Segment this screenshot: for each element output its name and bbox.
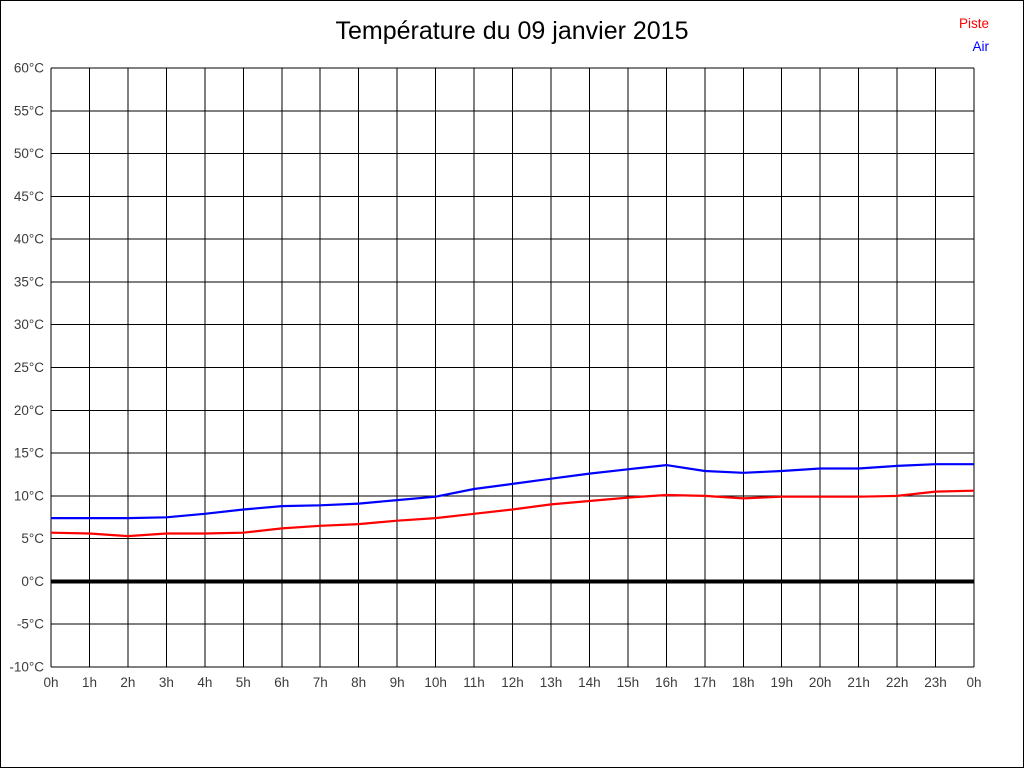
x-tick-label: 17h: [694, 675, 717, 690]
legend-label-piste: Piste: [958, 16, 989, 31]
x-tick-label: 11h: [463, 675, 485, 690]
legend-label-air: Air: [972, 39, 990, 54]
series-line-air: [51, 463, 974, 520]
y-tick-label: 0°C: [21, 574, 44, 589]
x-tick-label: 4h: [197, 675, 212, 690]
y-tick-label: 20°C: [14, 403, 44, 418]
y-tick-label: 5°C: [21, 531, 44, 546]
y-tick-label: 15°C: [14, 446, 44, 461]
y-tick-label: 45°C: [14, 189, 44, 204]
x-tick-label: 19h: [770, 675, 793, 690]
y-tick-label: 30°C: [14, 317, 44, 332]
x-tick-label: 14h: [578, 675, 601, 690]
y-tick-label: 35°C: [14, 274, 44, 289]
x-tick-label: 16h: [655, 675, 678, 690]
y-tick-label: 60°C: [14, 61, 44, 76]
x-tick-label: 1h: [82, 675, 97, 690]
x-tick-label: 8h: [351, 675, 366, 690]
chart-legend: Piste Air: [959, 12, 989, 58]
x-tick-label: 2h: [120, 675, 135, 690]
x-tick-label: 5h: [236, 675, 251, 690]
y-tick-label: -5°C: [17, 617, 44, 632]
y-tick-label: -10°C: [9, 660, 44, 675]
y-tick-label: 10°C: [14, 488, 44, 503]
chart-title: Température du 09 janvier 2015: [335, 17, 689, 45]
y-tick-label: 40°C: [14, 232, 44, 247]
x-tick-label: 13h: [540, 675, 563, 690]
series-line-piste: [50, 489, 975, 538]
x-tick-label: 20h: [809, 675, 832, 690]
x-tick-label: 21h: [847, 675, 870, 690]
y-tick-label: 55°C: [14, 103, 44, 118]
x-tick-label: 10h: [424, 675, 447, 690]
x-tick-label: 15h: [617, 675, 640, 690]
x-tick-label: 23h: [924, 675, 947, 690]
x-tick-label: 9h: [390, 675, 405, 690]
x-tick-label: 18h: [732, 675, 755, 690]
x-tick-label: 0h: [43, 675, 58, 690]
x-tick-label: 7h: [313, 675, 328, 690]
x-tick-label: 0h: [966, 675, 981, 690]
x-tick-label: 12h: [501, 675, 524, 690]
x-tick-label: 3h: [159, 675, 174, 690]
y-tick-label: 50°C: [14, 146, 44, 161]
x-tick-label: 6h: [274, 675, 289, 690]
x-tick-label: 22h: [886, 675, 909, 690]
y-tick-label: 25°C: [14, 360, 44, 375]
